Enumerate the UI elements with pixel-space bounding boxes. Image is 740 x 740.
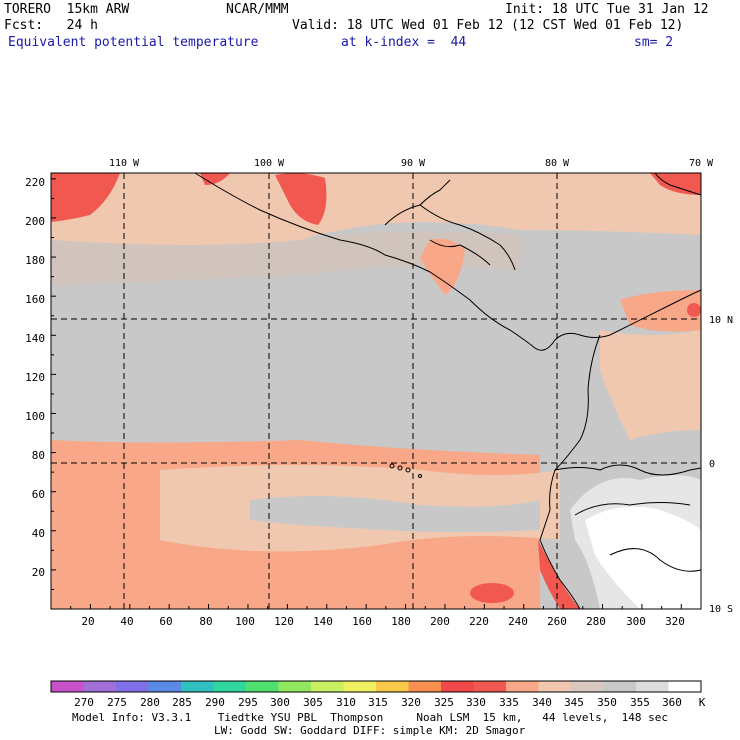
colorbar-label: 360: [662, 696, 682, 709]
colorbar-label: 320: [401, 696, 421, 709]
lon-label: 110 W: [109, 158, 140, 169]
colorbar: [50, 680, 702, 693]
y-tick-labels: 20 40 60 80 100 120 140 160 180 200 220: [25, 176, 45, 579]
colorbar-label: 305: [303, 696, 323, 709]
colorbar-label: 325: [434, 696, 454, 709]
x-tick-label: 160: [352, 615, 372, 628]
colorbar-swatch: [408, 681, 442, 692]
colorbar-swatch: [83, 681, 117, 692]
colorbar-label: 285: [172, 696, 192, 709]
colorbar-label: 280: [140, 696, 160, 709]
lat-lon-grid: [51, 173, 701, 609]
lon-label: 90 W: [401, 158, 426, 169]
x-tick-label: 60: [159, 615, 172, 628]
lon-label: 70 W: [689, 158, 714, 169]
y-tick-label: 220: [25, 176, 45, 189]
y-tick-label: 100: [25, 410, 45, 423]
y-tick-label: 180: [25, 254, 45, 267]
colorbar-swatch: [603, 681, 637, 692]
physics-info: LW: Godd SW: Goddard DIFF: simple KM: 2D…: [214, 724, 526, 737]
lon-label: 80 W: [545, 158, 570, 169]
colorbar-swatch: [278, 681, 312, 692]
x-tick-label: 40: [120, 615, 133, 628]
colorbar-label: 340: [532, 696, 552, 709]
colorbar-label: 345: [564, 696, 584, 709]
colorbar-swatch: [148, 681, 182, 692]
center-name: NCAR/MMM: [226, 2, 289, 17]
colorbar-label: 275: [107, 696, 127, 709]
colorbar-swatch: [343, 681, 377, 692]
map-frame: [50, 172, 702, 610]
y-tick-label: 200: [25, 215, 45, 228]
colorbar-label: 355: [630, 696, 650, 709]
valid-time: Valid: 18 UTC Wed 01 Feb 12 (12 CST Wed …: [292, 18, 684, 33]
colorbar-swatch: [311, 681, 344, 692]
y-tick-label: 60: [32, 488, 45, 501]
axis-ticks: [51, 178, 702, 609]
coastlines: [194, 172, 702, 610]
x-tick-labels: 20 40 60 80 100 120 140 160 180 200 220 …: [81, 615, 685, 628]
x-tick-label: 320: [665, 615, 685, 628]
colorbar-swatch: [506, 681, 539, 692]
colorbar-label: 300: [270, 696, 290, 709]
forecast-hour: Fcst: 24 h: [4, 18, 98, 33]
colorbar-label: 350: [597, 696, 617, 709]
colorbar-swatch: [538, 681, 572, 692]
colorbar-label: 290: [205, 696, 225, 709]
colorbar-frame: [50, 680, 702, 693]
colorbar-swatch: [246, 681, 279, 692]
y-tick-label: 20: [32, 566, 45, 579]
x-tick-label: 200: [430, 615, 450, 628]
model-title: TORERO 15km ARW: [4, 2, 130, 17]
y-tick-label: 80: [32, 449, 45, 462]
model-info: Model Info: V3.3.1 Tiedtke YSU PBL Thomp…: [72, 711, 669, 724]
y-tick-label: 120: [25, 371, 45, 384]
lon-label: 100 W: [254, 158, 285, 169]
x-tick-label: 300: [626, 615, 646, 628]
colorbar-labels: 270 275 280 285 290 295 300 305 310 315 …: [74, 696, 706, 709]
x-tick-label: 100: [235, 615, 255, 628]
colorbar-label: 335: [499, 696, 519, 709]
colorbar-swatch: [636, 681, 669, 692]
colorbar-swatch: [116, 681, 149, 692]
colorbar-unit: K: [699, 696, 706, 709]
colorbar-swatch: [181, 681, 214, 692]
y-tick-label: 40: [32, 527, 45, 540]
colorbar-swatch: [51, 681, 84, 692]
field-name: Equivalent potential temperature: [8, 35, 259, 50]
colorbar-swatch: [213, 681, 247, 692]
colorbar-label: 310: [336, 696, 356, 709]
colorbar-swatch: [441, 681, 474, 692]
x-tick-label: 80: [199, 615, 212, 628]
colorbar-swatch: [376, 681, 409, 692]
x-tick-label: 260: [547, 615, 567, 628]
x-tick-label: 280: [586, 615, 606, 628]
smoothing-info: sm= 2: [634, 35, 674, 50]
x-tick-label: 20: [81, 615, 94, 628]
x-tick-label: 240: [508, 615, 528, 628]
lon-labels: 110 W 100 W 90 W 80 W 70 W: [109, 158, 714, 169]
colorbar-label: 315: [368, 696, 388, 709]
lat-label: 0: [709, 459, 715, 470]
y-tick-label: 140: [25, 332, 45, 345]
x-tick-label: 140: [313, 615, 333, 628]
y-tick-label: 160: [25, 293, 45, 306]
colorbar-label: 295: [238, 696, 258, 709]
colorbar-label: 270: [74, 696, 94, 709]
level-info: at k-index = 44: [341, 35, 467, 50]
init-time: Init: 18 UTC Tue 31 Jan 12: [505, 2, 709, 17]
colorbar-label: 330: [466, 696, 486, 709]
lat-label: 10 N: [709, 315, 733, 326]
theta-e-field: [51, 173, 701, 609]
x-tick-label: 220: [469, 615, 489, 628]
colorbar-swatch: [473, 681, 507, 692]
colorbar-swatch: [571, 681, 604, 692]
x-tick-label: 180: [391, 615, 411, 628]
lat-label: 10 S: [709, 604, 733, 615]
x-tick-label: 120: [274, 615, 294, 628]
colorbar-swatch: [668, 681, 702, 692]
lat-labels: 10 N 0 10 S: [709, 315, 733, 615]
